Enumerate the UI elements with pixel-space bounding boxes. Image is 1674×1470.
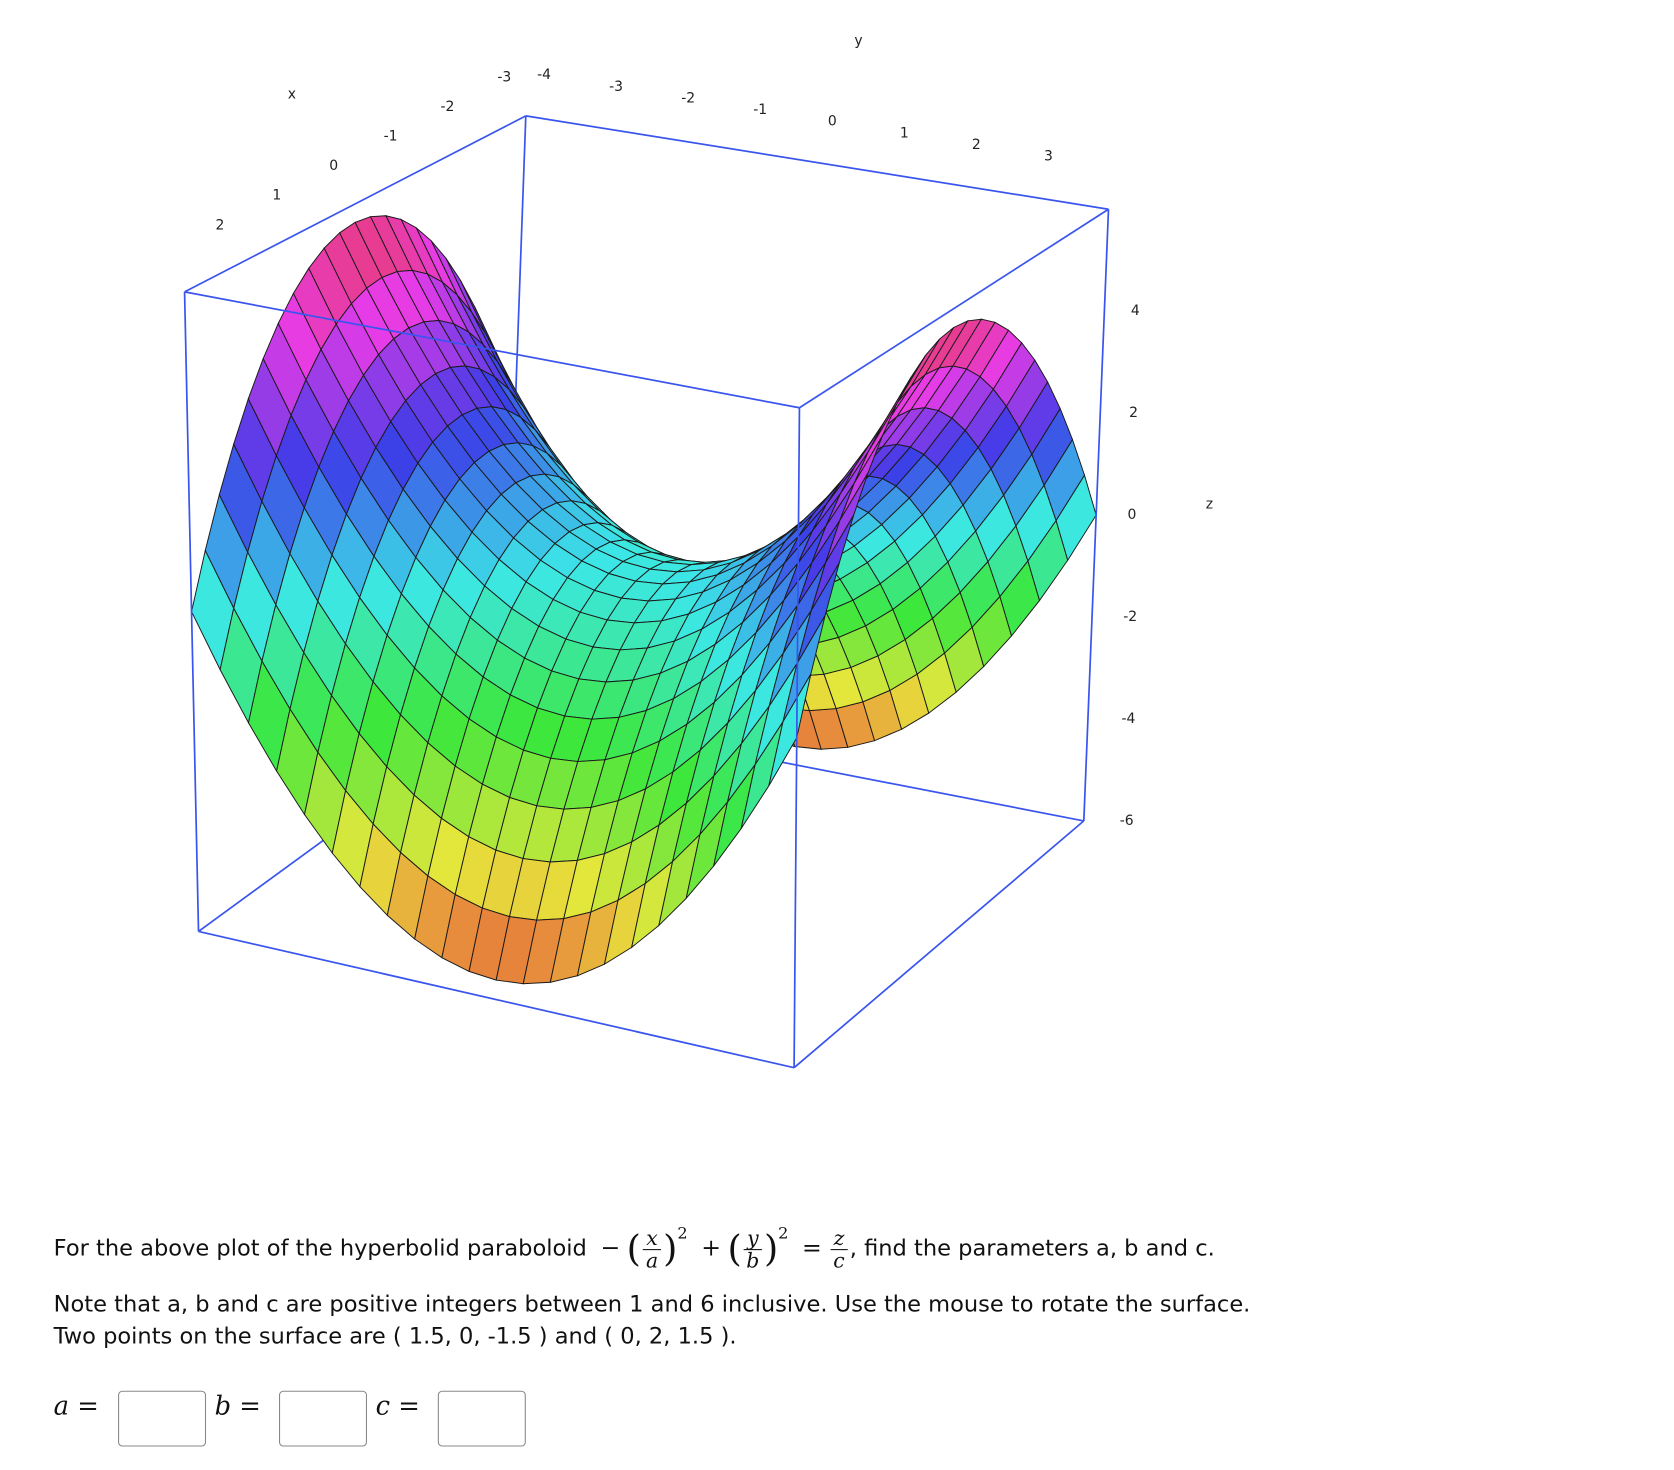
math: b: [746, 1248, 760, 1273]
answer-input[interactable]: [279, 1390, 367, 1447]
text: For the above plot of the hyperbolid par…: [53, 1235, 587, 1261]
paren: ): [663, 1227, 678, 1271]
box-edge: [1082, 209, 1110, 821]
answer-label: c =: [375, 1390, 420, 1421]
math: a: [645, 1248, 659, 1273]
tick-label: 2: [972, 137, 981, 153]
question-line-1: For the above plot of the hyperbolid par…: [54, 1223, 1215, 1271]
box-edge: [798, 208, 1109, 409]
axis-label: x: [288, 86, 296, 102]
box-edge: [184, 115, 527, 293]
math: z: [830, 1227, 848, 1250]
answer-label: a =: [53, 1390, 99, 1421]
tick-label: -2: [1123, 609, 1137, 625]
tick-label: 1: [900, 125, 909, 141]
tick-label: -4: [537, 67, 551, 83]
paren: (: [626, 1227, 641, 1271]
answer-input[interactable]: [118, 1390, 207, 1447]
tick-label: 4: [1131, 303, 1140, 319]
box-edge: [793, 407, 801, 1068]
math: =: [802, 1235, 822, 1262]
answer-label: b =: [214, 1390, 261, 1421]
tick-label: 0: [828, 114, 837, 130]
tick-label: -4: [1121, 711, 1135, 727]
axis-label: y: [854, 33, 862, 49]
tick-label: -2: [441, 99, 455, 115]
axis-label: z: [1206, 496, 1213, 512]
tick-label: 1: [272, 188, 281, 204]
surface-plot[interactable]: 2 1 0 -1 -2 -3 -4 -3 -2 -1 0 1 2 3 4 2 0 -2 -4 -6 x y z: [0, 0, 1288, 1137]
text: , find the parameters a, b and c.: [849, 1235, 1215, 1261]
tick-label: 0: [1127, 507, 1136, 523]
math: +: [701, 1235, 722, 1262]
math: 2: [677, 1223, 688, 1243]
question-line-2: Note that a, b and c are positive intege…: [53, 1290, 1251, 1317]
tick-label: -6: [1120, 813, 1134, 829]
question-line-3: Two points on the surface are ( 1.5, 0, …: [53, 1323, 737, 1349]
tick-label: -3: [609, 79, 623, 95]
tick-label: -1: [753, 102, 767, 118]
answer-input[interactable]: [437, 1390, 526, 1447]
math: x: [643, 1227, 662, 1250]
box-edge: [183, 291, 200, 932]
math: 2: [778, 1223, 789, 1243]
tick-label: 3: [1044, 149, 1053, 165]
tick-label: -1: [384, 128, 398, 144]
box-edge: [793, 820, 1085, 1069]
box-edge: [525, 115, 1109, 211]
math: c: [833, 1248, 845, 1273]
tick-label: 2: [1129, 405, 1138, 421]
math: −: [600, 1235, 621, 1262]
tick-label: 2: [216, 217, 225, 233]
math: y: [743, 1227, 762, 1250]
tick-label: -2: [681, 90, 695, 106]
box-edge: [184, 291, 800, 409]
paren: (: [727, 1227, 742, 1271]
paren: ): [763, 1227, 779, 1271]
tick-label: 0: [329, 158, 338, 174]
tick-label: -3: [497, 69, 511, 85]
box-edge: [198, 930, 795, 1069]
